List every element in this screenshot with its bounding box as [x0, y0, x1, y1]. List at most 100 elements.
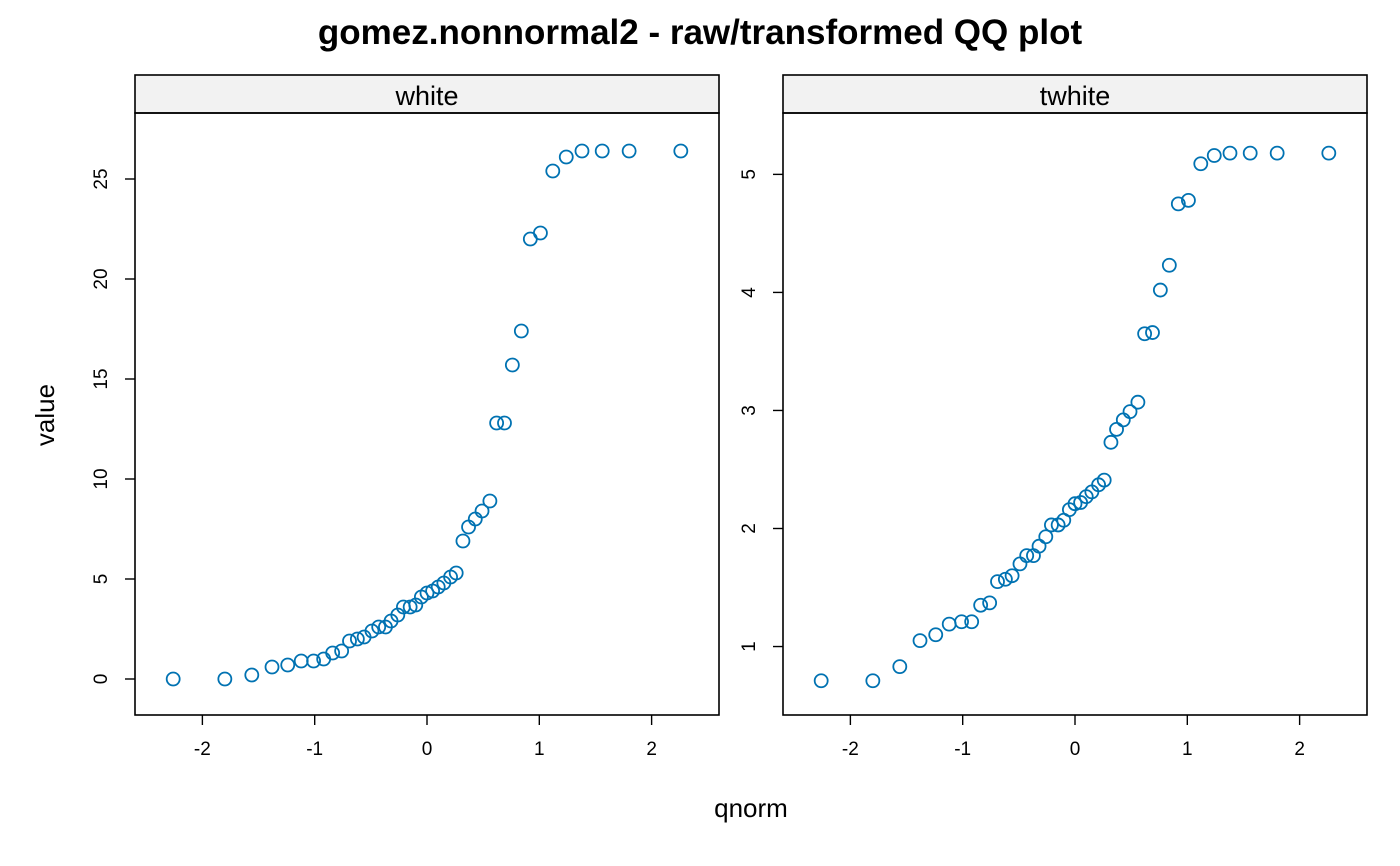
- point-twhite-28: [1103, 434, 1119, 450]
- point-white-42: [594, 143, 610, 159]
- point-twhite-0: [813, 673, 829, 689]
- point-twhite-31: [1122, 404, 1138, 420]
- y-tick-label-twhite-1: 2: [739, 523, 760, 534]
- strip-white: [134, 74, 720, 114]
- point-twhite-14: [1019, 548, 1035, 564]
- point-white-9: [334, 643, 350, 659]
- x-tick-label-twhite-1: -1: [954, 739, 971, 760]
- point-twhite-17: [1038, 529, 1054, 545]
- point-white-27: [448, 565, 464, 581]
- point-white-39: [545, 163, 561, 179]
- point-twhite-37: [1170, 196, 1186, 212]
- point-white-3: [264, 659, 280, 675]
- point-white-14: [371, 619, 387, 635]
- point-white-34: [497, 415, 512, 431]
- x-tick-label-twhite-2: 0: [1070, 739, 1081, 760]
- x-tick-label-twhite-0: -2: [842, 739, 859, 760]
- strip-twhite: [782, 74, 1368, 114]
- point-white-11: [349, 631, 365, 647]
- x-tick-label-white-0: -2: [194, 739, 211, 760]
- point-white-36: [513, 323, 529, 339]
- point-twhite-44: [1321, 145, 1337, 161]
- point-twhite-38: [1181, 192, 1196, 208]
- point-twhite-4: [928, 627, 944, 643]
- y-tick-label-twhite-3: 4: [739, 287, 760, 298]
- point-white-44: [673, 143, 689, 159]
- x-tick-label-twhite-4: 2: [1294, 739, 1305, 760]
- point-white-1: [217, 671, 233, 687]
- point-white-35: [504, 357, 520, 373]
- point-twhite-39: [1193, 156, 1209, 172]
- y-tick-label-white-1: 5: [91, 574, 112, 585]
- y-tick-label-white-0: 0: [91, 674, 112, 685]
- point-twhite-6: [954, 614, 969, 630]
- x-tick-label-twhite-3: 1: [1182, 739, 1193, 760]
- y-tick-label-twhite-4: 5: [739, 169, 760, 180]
- point-twhite-13: [1012, 556, 1028, 572]
- point-twhite-1: [865, 673, 881, 689]
- point-twhite-34: [1145, 325, 1160, 340]
- point-white-10: [342, 633, 357, 649]
- point-white-8: [325, 645, 341, 661]
- point-twhite-12: [1004, 568, 1020, 584]
- point-white-31: [474, 503, 490, 519]
- point-white-40: [558, 149, 574, 165]
- y-axis-label: value: [30, 384, 60, 446]
- y-tick-label-twhite-2: 3: [739, 405, 760, 416]
- point-twhite-32: [1130, 394, 1146, 410]
- y-tick-label-white-2: 10: [91, 468, 112, 489]
- point-white-30: [467, 511, 483, 527]
- point-twhite-42: [1242, 145, 1258, 161]
- chart-title: gomez.nonnormal2 - raw/transformed QQ pl…: [318, 13, 1083, 52]
- point-white-2: [244, 667, 260, 683]
- y-tick-label-white-5: 25: [91, 168, 112, 189]
- point-twhite-5: [941, 616, 957, 632]
- points-white: [165, 143, 689, 687]
- point-white-6: [306, 653, 321, 669]
- point-twhite-27: [1096, 472, 1112, 488]
- panel-twhite: twhite -2 -1 0 1 2 1 2 3 4 5: [739, 74, 1368, 760]
- point-twhite-22: [1067, 496, 1083, 512]
- point-twhite-2: [892, 659, 908, 675]
- point-twhite-16: [1031, 538, 1047, 554]
- x-tick-label-white-1: -1: [306, 739, 323, 760]
- point-white-38: [533, 225, 548, 241]
- y-tick-label-white-3: 15: [91, 368, 112, 389]
- point-twhite-40: [1206, 148, 1222, 163]
- point-twhite-9: [982, 595, 998, 611]
- point-white-28: [455, 533, 471, 549]
- point-twhite-43: [1269, 145, 1285, 161]
- point-twhite-10: [990, 574, 1005, 590]
- point-twhite-7: [964, 614, 980, 630]
- y-tick-label-white-4: 20: [91, 268, 112, 289]
- point-twhite-29: [1109, 421, 1124, 437]
- plot-frame-twhite: [782, 112, 1368, 716]
- strip-label-white: white: [394, 81, 458, 111]
- point-white-4: [280, 657, 296, 673]
- point-twhite-36: [1161, 257, 1177, 273]
- point-white-41: [574, 143, 590, 159]
- point-twhite-3: [912, 633, 928, 649]
- point-twhite-8: [973, 597, 989, 613]
- point-white-32: [482, 493, 498, 509]
- point-twhite-41: [1222, 145, 1238, 161]
- x-tick-label-white-2: 0: [422, 739, 433, 760]
- points-twhite: [813, 145, 1337, 689]
- point-white-29: [461, 519, 476, 535]
- plot-frame-white: [134, 112, 720, 716]
- point-twhite-35: [1152, 282, 1168, 298]
- x-tick-label-white-3: 1: [534, 739, 545, 760]
- x-axis-label: qnorm: [714, 793, 788, 823]
- point-twhite-30: [1115, 412, 1131, 428]
- strip-label-twhite: twhite: [1040, 81, 1111, 111]
- point-white-5: [293, 653, 309, 669]
- x-tick-label-white-4: 2: [646, 739, 657, 760]
- point-twhite-18: [1044, 517, 1059, 533]
- point-white-0: [165, 671, 181, 687]
- y-tick-label-twhite-0: 1: [739, 641, 760, 652]
- point-twhite-33: [1137, 326, 1153, 342]
